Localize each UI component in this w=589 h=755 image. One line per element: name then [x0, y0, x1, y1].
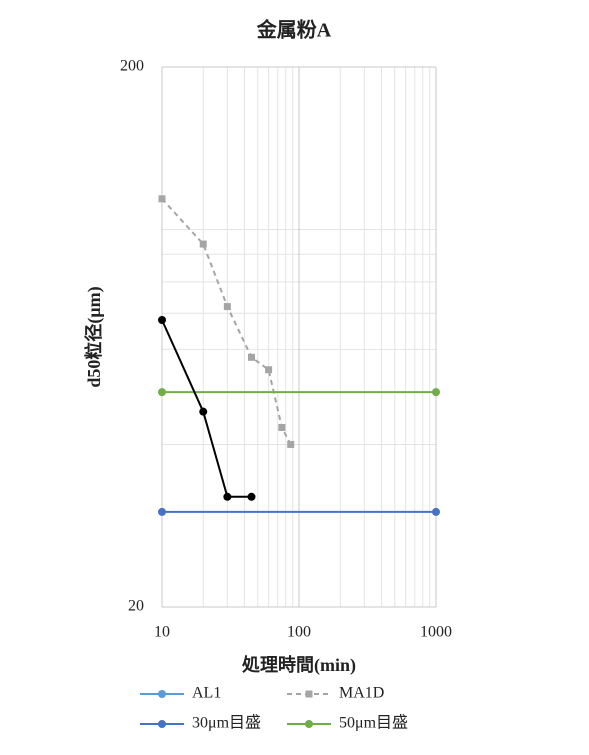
- legend-label: AL1: [192, 685, 221, 702]
- data-point: [247, 492, 256, 501]
- series-line: [161, 319, 252, 498]
- data-point: [199, 240, 207, 248]
- data-point: [158, 388, 166, 397]
- legend-marker: [158, 720, 166, 728]
- y-tick-label: 20: [128, 598, 144, 615]
- data-point: [265, 366, 273, 374]
- data-point: [223, 303, 231, 311]
- x-tick-label: 1000: [420, 624, 452, 641]
- legend-label: 30μm目盛: [192, 714, 261, 732]
- x-tick-label: 100: [287, 624, 311, 641]
- data-point: [278, 423, 286, 431]
- legend-marker: [158, 690, 166, 698]
- y-tick-label: 200: [120, 58, 144, 75]
- legend-label: MA1D: [339, 685, 384, 702]
- data-point: [223, 492, 232, 501]
- data-point: [247, 353, 255, 361]
- data-point: [432, 507, 440, 516]
- legend-marker: [305, 690, 313, 698]
- chart-title: 金属粉A: [256, 18, 332, 42]
- data-point: [432, 388, 440, 397]
- data-point: [158, 507, 166, 516]
- data-point: [158, 316, 166, 325]
- data-point: [287, 440, 295, 448]
- data-point: [199, 407, 208, 416]
- y-axis-label: d50粒径(μm): [83, 286, 105, 387]
- x-axis-label: 処理時間(min): [242, 654, 356, 676]
- legend-label: 50μm目盛: [339, 714, 408, 732]
- legend-marker: [305, 720, 313, 728]
- data-point: [158, 195, 166, 203]
- x-tick-label: 10: [154, 624, 170, 641]
